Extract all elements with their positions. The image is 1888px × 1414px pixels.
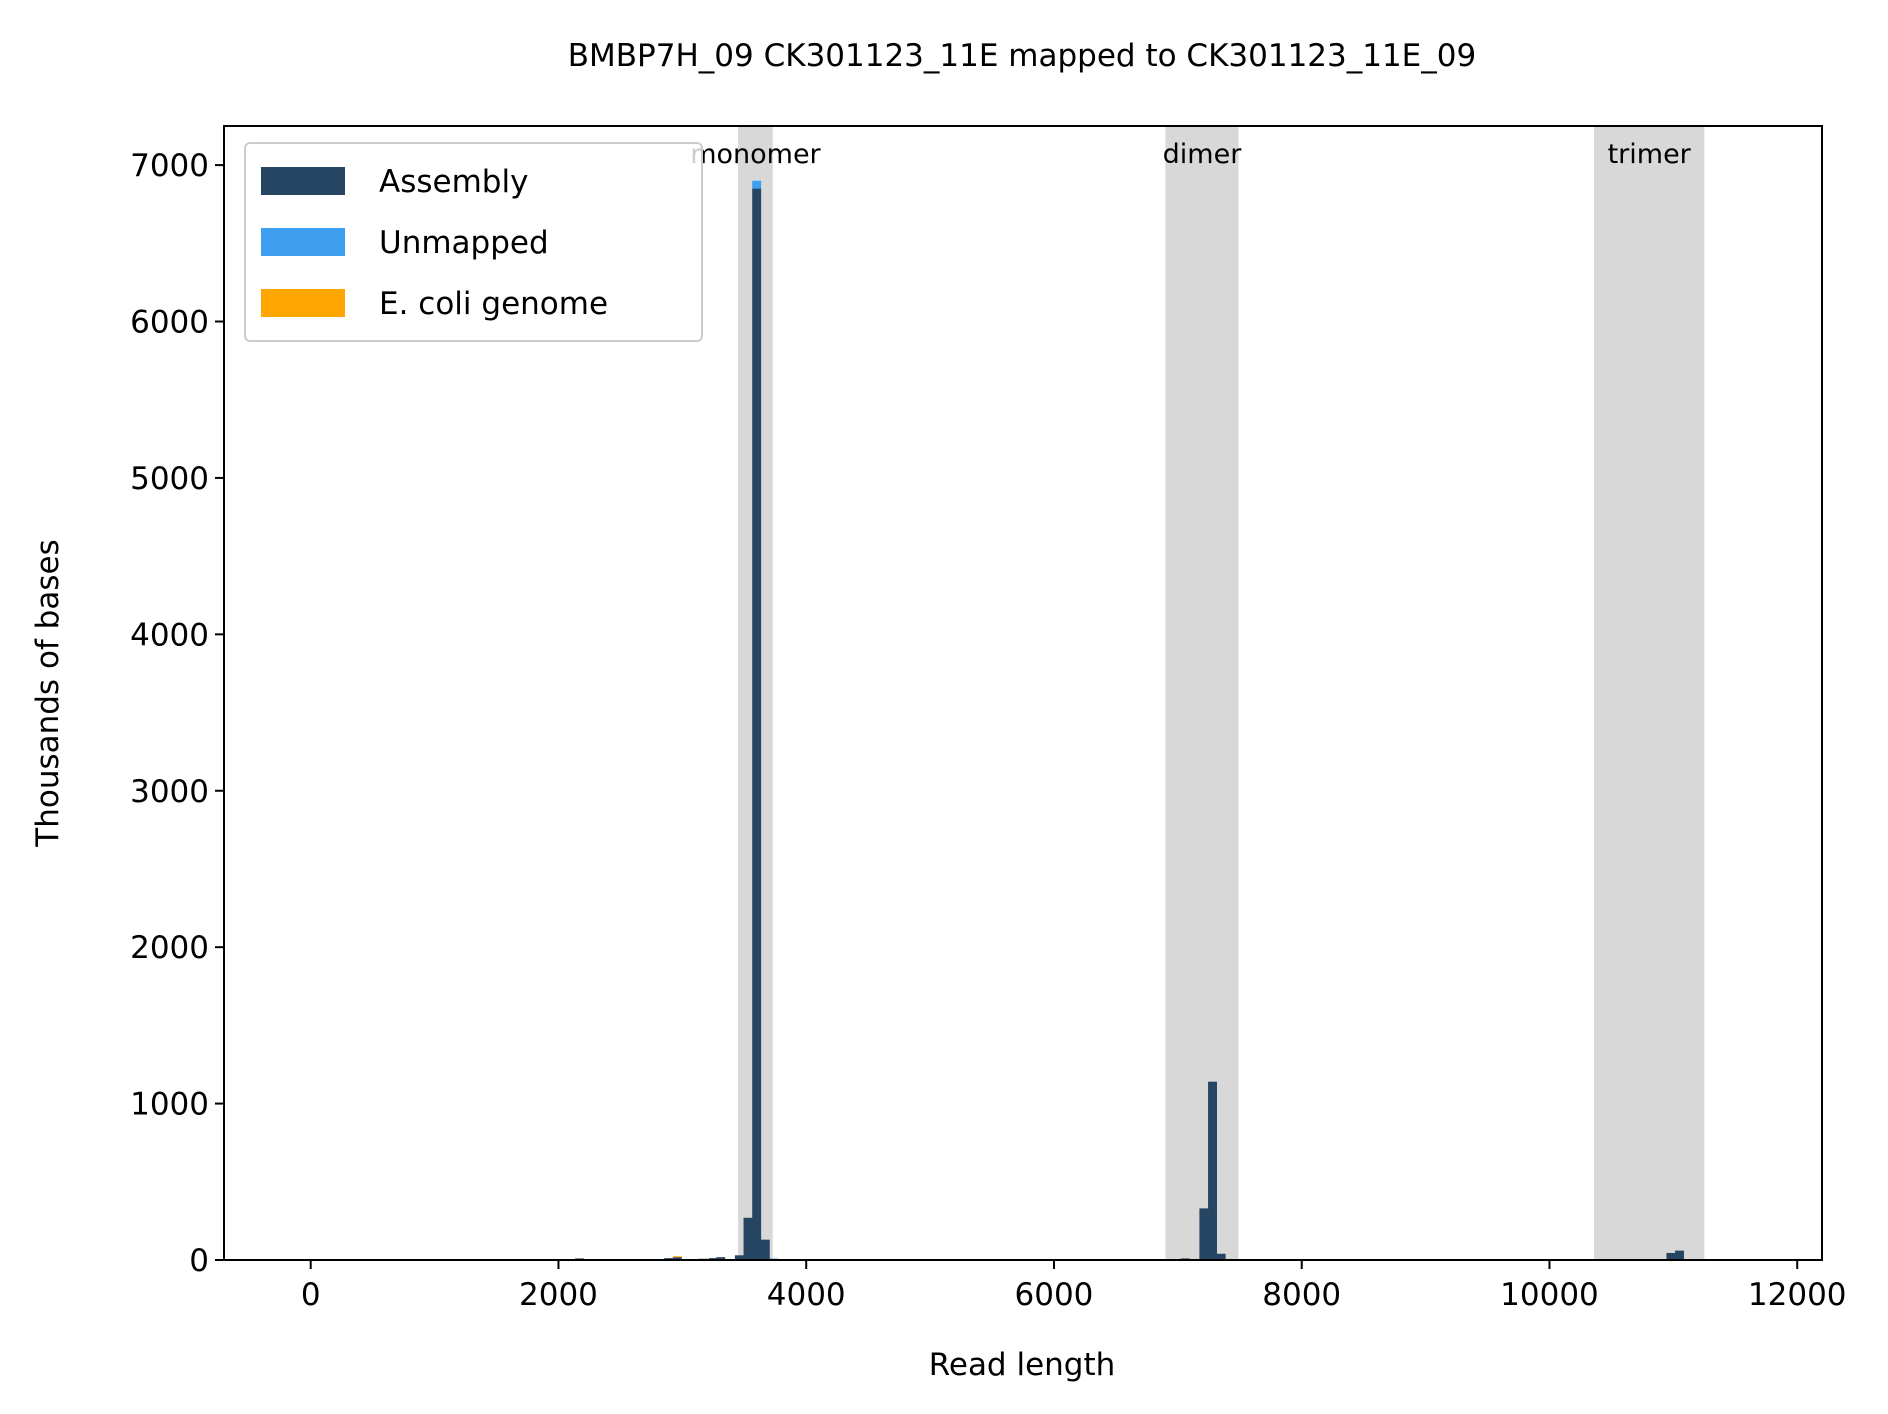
region-layer: monomer dimer trimer [690, 126, 1705, 1260]
x-tick-label-2000: 2000 [519, 1277, 598, 1313]
x-tick-label-10000: 10000 [1500, 1277, 1599, 1313]
y-tick-label-6000: 6000 [130, 305, 209, 341]
y-axis-label: Thousands of bases [30, 539, 66, 847]
x-tick-label-6000: 6000 [1015, 1277, 1094, 1313]
y-tick-label-5000: 5000 [130, 461, 209, 497]
legend-label-unmapped: Unmapped [379, 225, 549, 261]
legend-swatch-e-coli-genome [261, 289, 345, 317]
x-axis-label: Read length [929, 1347, 1116, 1383]
bar-assembly-11050 [1675, 1250, 1685, 1260]
legend: Assembly Unmapped E. coli genome [244, 142, 703, 342]
bar-assembly-7280 [1208, 1081, 1217, 1260]
y-tick-label-4000: 4000 [130, 617, 209, 653]
bar-assembly-3310 [716, 1257, 726, 1260]
bar-unmapped-3600 [752, 180, 762, 189]
bar-assembly-3530 [743, 1217, 753, 1260]
region-label-dimer: dimer [1163, 139, 1243, 170]
y-tick-label-1000: 1000 [130, 1087, 209, 1123]
region-dimer [1165, 126, 1239, 1260]
region-label-trimer: trimer [1608, 139, 1692, 170]
chart-title: BMBP7H_09 CK301123_11E mapped to CK30112… [568, 38, 1476, 74]
legend-swatch-assembly [261, 167, 345, 195]
legend-label-e-coli-genome: E. coli genome [379, 286, 608, 322]
x-tick-label-12000: 12000 [1748, 1277, 1847, 1313]
x-tick-label-4000: 4000 [767, 1277, 846, 1313]
y-tick-label-0: 0 [189, 1243, 209, 1279]
bars-layer [539, 180, 1685, 1261]
legend-swatch-unmapped [261, 228, 345, 256]
bar-assembly-7210 [1199, 1208, 1209, 1260]
bar-assembly-7350 [1216, 1253, 1226, 1260]
x-tick-label-0: 0 [301, 1277, 321, 1313]
bar-assembly-3600 [752, 188, 762, 1260]
bar-assembly-3670 [760, 1239, 770, 1260]
bar-assembly-10980 [1666, 1252, 1676, 1260]
region-label-monomer: monomer [690, 139, 821, 170]
region-trimer [1594, 126, 1705, 1260]
y-tick-label-3000: 3000 [130, 774, 209, 810]
bar-assembly-3460 [734, 1255, 744, 1260]
plot-frame [223, 125, 1823, 1261]
bar-e-coli-genome-2960 [672, 1256, 682, 1258]
x-tick-label-8000: 8000 [1262, 1277, 1341, 1313]
y-axis: 0 1000 2000 3000 4000 5000 6000 7000 [130, 148, 224, 1279]
bar-assembly-2960 [672, 1257, 682, 1260]
y-tick-label-7000: 7000 [130, 148, 209, 184]
y-tick-label-2000: 2000 [130, 930, 209, 966]
legend-label-assembly: Assembly [379, 164, 528, 200]
x-axis: 0 2000 4000 6000 8000 10000 12000 [301, 1260, 1847, 1313]
legend-frame [244, 142, 703, 342]
